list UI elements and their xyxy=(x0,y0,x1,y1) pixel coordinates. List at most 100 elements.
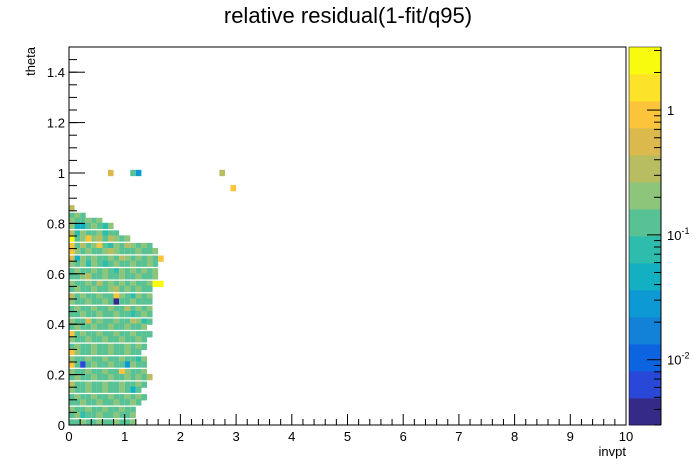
heatmap-cell xyxy=(146,260,153,267)
heatmap-cell xyxy=(119,331,125,338)
heatmap-cell xyxy=(91,260,97,267)
heatmap-cell xyxy=(146,293,153,300)
heatmap-cell xyxy=(96,386,103,393)
heatmap-cell xyxy=(102,298,108,305)
y-axis-title: theta xyxy=(23,46,38,76)
x-tick-label: 10 xyxy=(619,429,633,444)
heatmap-cell xyxy=(91,217,97,225)
heatmap-cell xyxy=(80,247,86,255)
heatmap-cell xyxy=(119,273,125,280)
y-tick-label: 1.2 xyxy=(47,116,65,131)
heatmap-cell xyxy=(124,373,131,381)
heatmap-cell xyxy=(146,310,153,318)
heatmap-cell xyxy=(130,361,136,368)
heatmap-cell xyxy=(124,268,131,275)
heatmap-cell xyxy=(119,235,125,242)
heatmap-cell xyxy=(124,323,131,330)
heatmap-cell xyxy=(130,285,136,293)
x-tick-label: 2 xyxy=(177,429,184,444)
heatmap-cell xyxy=(80,298,86,305)
heatmap-cell xyxy=(69,285,75,293)
heatmap-cell xyxy=(85,305,92,313)
chart-title: relative residual(1-fit/q95) xyxy=(224,3,472,28)
heatmap-cell xyxy=(96,348,103,356)
heatmap-cell xyxy=(113,230,120,237)
heatmap-cell xyxy=(74,331,81,338)
heatmap-cell xyxy=(107,386,114,393)
heatmap-cell xyxy=(91,230,97,237)
heatmap-cell xyxy=(146,255,153,262)
heatmap-cell xyxy=(74,318,81,325)
heatmap-cell xyxy=(141,273,147,280)
heatmap-cell xyxy=(107,373,114,381)
heatmap-cell xyxy=(85,280,92,288)
heatmap-cell xyxy=(135,343,142,351)
heatmap-cell xyxy=(96,230,103,237)
heatmap-cell xyxy=(130,411,136,419)
heatmap-cell xyxy=(124,305,131,313)
heatmap-cell xyxy=(152,260,159,267)
colorbar-tick-label: 1 xyxy=(667,103,674,118)
heatmap-cell xyxy=(119,310,125,318)
heatmap-cell xyxy=(141,242,147,250)
heatmap-cell xyxy=(91,285,97,293)
y-tick-label: 1.4 xyxy=(47,65,65,80)
heatmap-cell xyxy=(80,230,86,237)
y-tick-label: 0.6 xyxy=(47,267,65,282)
heatmap-cell xyxy=(74,373,81,381)
heatmap-cell xyxy=(74,235,81,242)
heatmap-cell xyxy=(113,268,120,275)
heatmap-cell xyxy=(74,381,81,388)
colorbar-segment xyxy=(629,155,661,183)
heatmap-cell xyxy=(74,260,81,267)
heatmap-cell xyxy=(85,336,92,343)
heatmap-cell xyxy=(85,230,92,237)
heatmap-cell xyxy=(74,293,81,300)
heatmap-cell xyxy=(80,419,86,426)
heatmap-cell xyxy=(85,356,92,363)
heatmap-cell xyxy=(124,419,131,426)
heatmap-cell xyxy=(113,305,120,313)
heatmap-cell xyxy=(85,217,92,225)
heatmap-cell xyxy=(80,255,86,262)
heatmap-cell xyxy=(130,368,136,376)
heatmap-cell xyxy=(91,331,97,338)
heatmap-cell xyxy=(102,230,108,237)
heatmap-cell xyxy=(69,381,75,388)
heatmap-cell xyxy=(119,381,125,388)
heatmap-cell xyxy=(85,381,92,388)
heatmap-cell xyxy=(152,280,159,288)
heatmap-cell xyxy=(107,336,114,343)
heatmap-cell xyxy=(135,273,142,280)
heatmap-cell xyxy=(80,399,86,406)
heatmap-cell xyxy=(74,310,81,318)
heatmap-cell xyxy=(124,343,131,351)
heatmap-cell xyxy=(119,305,125,313)
heatmap-cell xyxy=(102,318,108,325)
heatmap-cell xyxy=(135,285,142,293)
x-tick-label: 8 xyxy=(511,429,518,444)
heatmap-cell xyxy=(96,247,103,255)
heatmap-cell xyxy=(85,318,92,325)
heatmap-cell xyxy=(141,323,147,330)
heatmap-cell xyxy=(135,331,142,338)
heatmap-cell xyxy=(130,373,136,381)
y-axis: 0 0.2 0.4 0.6 0.8 1 1.2 1.4 xyxy=(47,46,85,433)
heatmap-cell xyxy=(107,394,114,401)
heatmap-cell xyxy=(102,268,108,275)
heatmap-cell xyxy=(69,336,75,343)
heatmap-cell xyxy=(119,394,125,401)
heatmap-cell xyxy=(124,336,131,343)
heatmap-cell xyxy=(107,310,114,318)
heatmap-cell xyxy=(107,348,114,356)
heatmap-cell xyxy=(96,242,103,250)
heatmap-cell xyxy=(74,280,81,288)
heatmap-cell xyxy=(124,273,131,280)
heatmap-cell xyxy=(135,399,142,406)
heatmap-cell xyxy=(96,411,103,419)
heatmap-cell xyxy=(91,336,97,343)
heatmap-cell xyxy=(135,298,142,305)
heatmap-cell xyxy=(91,373,97,381)
heatmap-cell xyxy=(91,406,97,414)
heatmap-cell xyxy=(124,348,131,356)
